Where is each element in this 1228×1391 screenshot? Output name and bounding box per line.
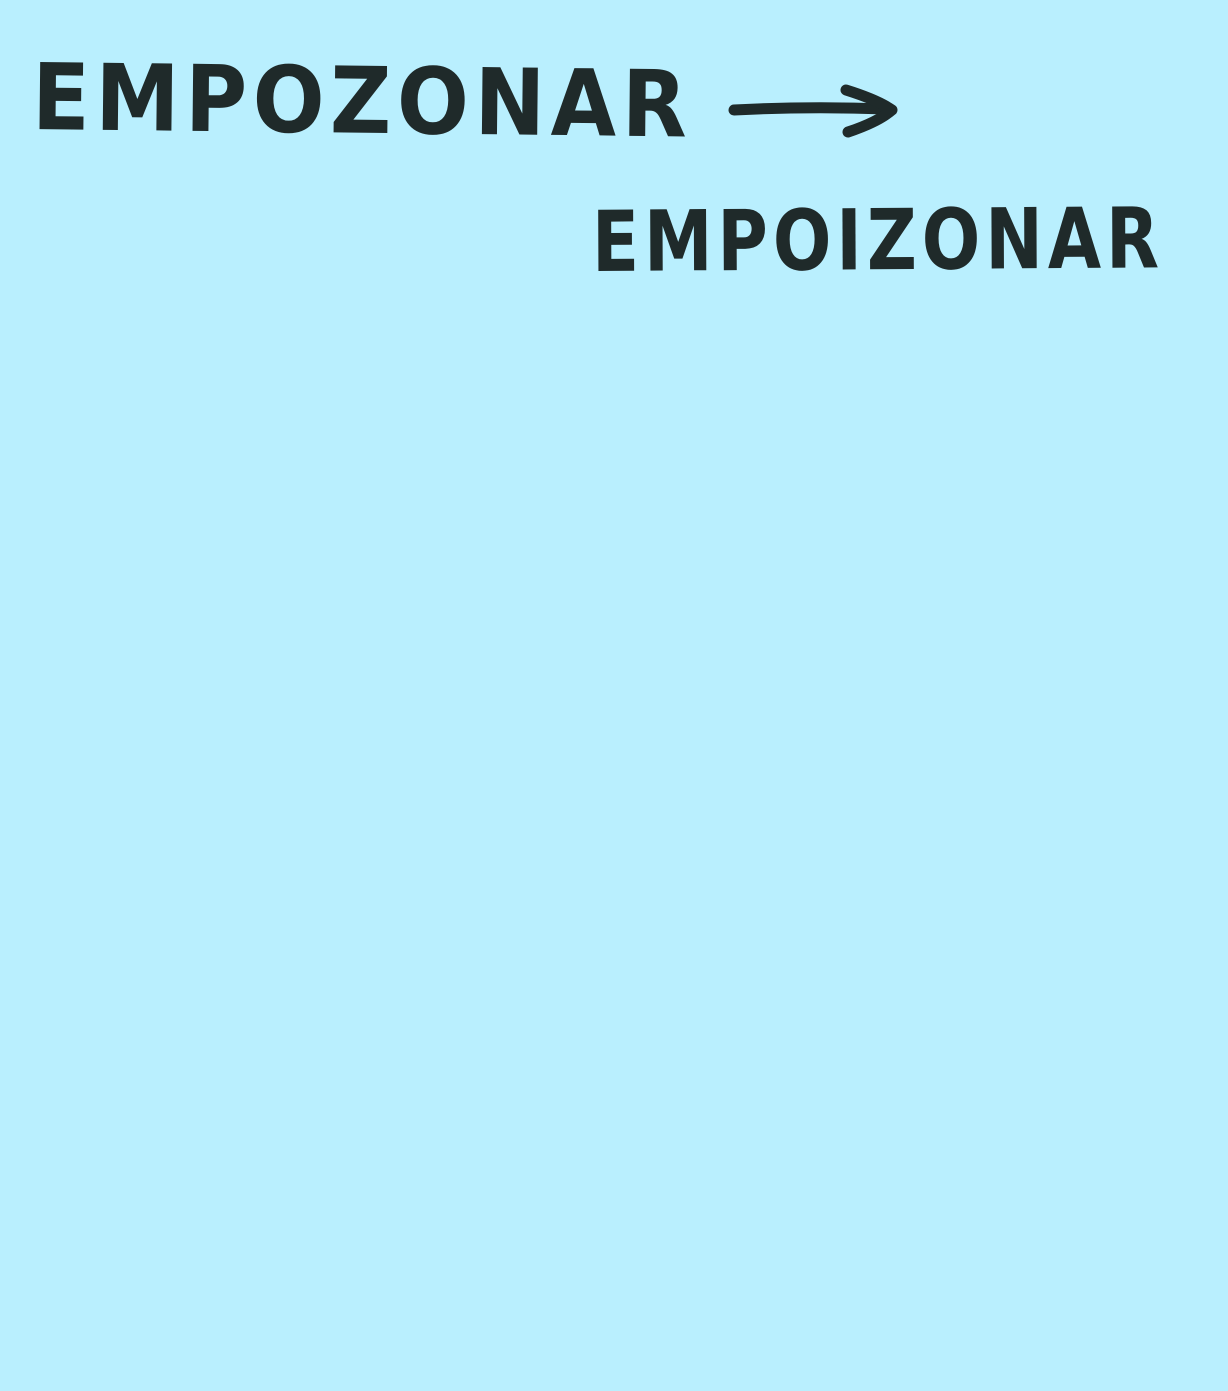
original-word: EMPOZONAR (31, 44, 694, 159)
corrected-word: EMPOIZONAR (591, 189, 1165, 291)
right-arrow-icon (728, 84, 898, 138)
